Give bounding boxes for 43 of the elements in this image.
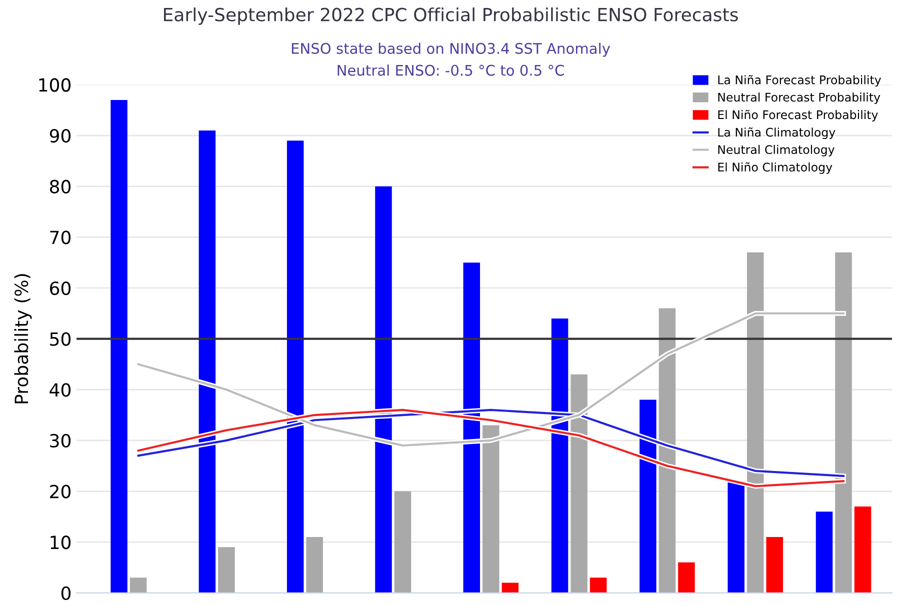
y-tick-label: 50 bbox=[50, 332, 71, 346]
y-tick-label: 100 bbox=[39, 78, 71, 92]
y-tick-label: 30 bbox=[50, 434, 71, 448]
bar bbox=[835, 252, 852, 593]
y-axis-title: Probability (%) bbox=[14, 274, 32, 404]
legend-label: La Niña Climatology bbox=[718, 127, 836, 140]
chart-title: Early-September 2022 CPC Official Probabilistic ENSO Forecasts bbox=[164, 7, 738, 25]
bar bbox=[375, 186, 392, 593]
y-tick-label: 60 bbox=[50, 281, 71, 296]
bar bbox=[286, 140, 304, 593]
bar bbox=[640, 400, 656, 593]
legend-label: Neutral Forecast Probability bbox=[718, 92, 880, 104]
legend-label: La Niña Forecast Probability bbox=[718, 74, 882, 87]
bar bbox=[306, 537, 323, 593]
bar bbox=[110, 100, 128, 593]
bar bbox=[746, 252, 764, 593]
y-tick-label: 10 bbox=[50, 536, 71, 550]
bar bbox=[130, 578, 147, 593]
bar bbox=[590, 578, 607, 593]
bar bbox=[394, 491, 412, 593]
chart-subtitle: ENSO state based on NINO3.4 SST Anomaly Neutral ENSO: -0.5 °C to 0.5 °C bbox=[292, 42, 610, 76]
bar bbox=[218, 547, 235, 593]
bar bbox=[198, 130, 216, 593]
legend-label: El Niño Climatology bbox=[718, 162, 832, 174]
bar bbox=[551, 318, 568, 593]
y-tick-label: 80 bbox=[50, 180, 71, 194]
bar bbox=[854, 506, 872, 593]
y-tick-label: 20 bbox=[50, 484, 71, 498]
bar bbox=[463, 262, 480, 593]
bar bbox=[658, 308, 676, 593]
bar bbox=[766, 537, 783, 593]
bar bbox=[502, 582, 519, 593]
y-tick-label: 40 bbox=[50, 383, 71, 397]
bar bbox=[482, 425, 500, 593]
y-tick-label: 90 bbox=[50, 128, 71, 143]
legend-label: El Niño Forecast Probability bbox=[718, 110, 878, 122]
bar bbox=[816, 512, 833, 593]
bar bbox=[728, 481, 744, 593]
bar bbox=[570, 374, 588, 593]
legend-label: Neutral Climatology bbox=[718, 144, 834, 156]
y-tick-label: 70 bbox=[50, 230, 71, 244]
y-tick-label: 0 bbox=[61, 586, 71, 600]
bar bbox=[678, 562, 695, 593]
